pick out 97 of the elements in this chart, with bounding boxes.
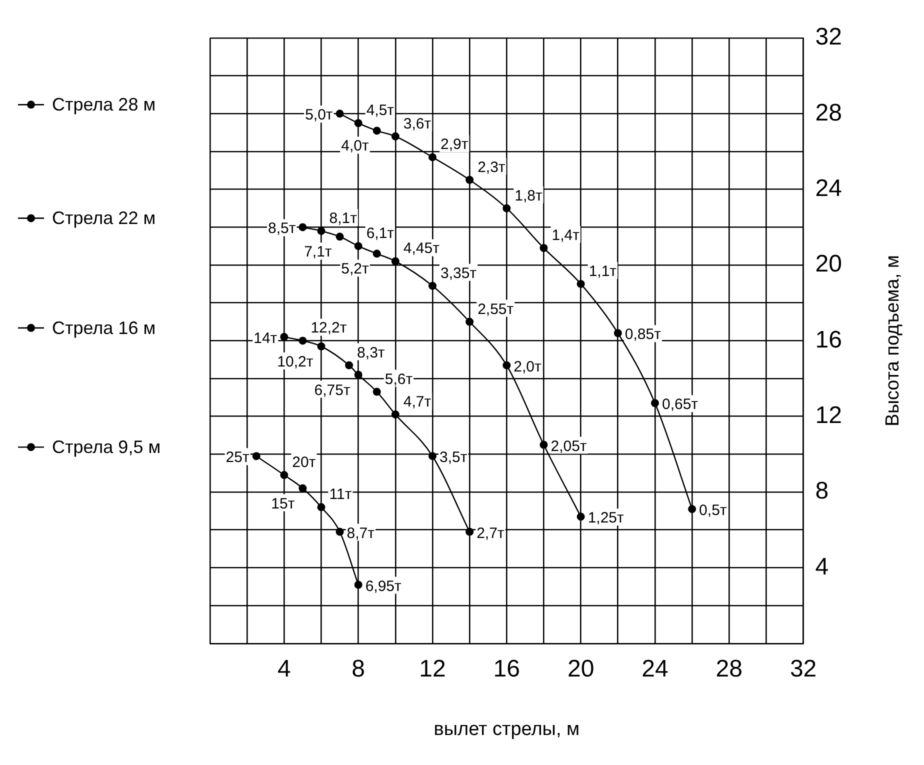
annotation: 1,25т <box>588 510 624 527</box>
point <box>428 452 436 460</box>
annotation: 5,2т <box>341 260 369 278</box>
y-tick-label: 16 <box>815 326 842 354</box>
annotation: 0,85т <box>624 326 662 344</box>
point <box>280 332 288 341</box>
annotation: 6,1т <box>366 225 394 242</box>
annotation: 10,2т <box>277 353 314 370</box>
point <box>252 452 260 460</box>
annotation: 1,4т <box>552 227 580 244</box>
point <box>354 242 362 250</box>
annotation: 2,05т <box>550 438 587 455</box>
annotation: 0,65т <box>662 396 698 414</box>
annotation: 3,6т <box>403 115 432 132</box>
point <box>502 204 511 212</box>
point <box>280 471 288 480</box>
legend-label: Стрела 28 м <box>52 94 156 115</box>
point <box>466 528 474 536</box>
annotation: 3,5т <box>439 449 468 466</box>
x-tick-label: 24 <box>642 655 668 682</box>
y-tick-label: 8 <box>815 478 829 505</box>
point <box>372 126 381 135</box>
point <box>466 176 474 184</box>
point <box>317 342 326 350</box>
point <box>345 361 354 370</box>
annotation: 12,2т <box>310 320 347 337</box>
point <box>576 512 585 521</box>
y-tick-label: 28 <box>815 99 842 126</box>
point <box>576 280 585 288</box>
y-tick-label: 4 <box>815 553 829 580</box>
point <box>372 250 381 258</box>
point <box>650 399 659 408</box>
point <box>298 336 307 345</box>
legend-label: Стрела 22 м <box>52 208 156 228</box>
annotation: 11т <box>329 486 352 504</box>
x-tick-label: 20 <box>567 655 594 682</box>
point <box>466 318 474 326</box>
annotation: 25т <box>226 449 250 466</box>
annotation: 3,35т <box>440 264 477 282</box>
annotation: 4,0т <box>341 138 369 155</box>
annotation: 6,95т <box>365 578 402 595</box>
point <box>336 528 344 536</box>
point <box>372 388 381 396</box>
y-tick-label: 32 <box>815 24 842 51</box>
annotation: 2,3т <box>478 158 506 176</box>
x-tick-label: 16 <box>493 655 520 682</box>
annotation: 6,75т <box>314 382 350 399</box>
legend-label: Стрела 16 м <box>52 318 156 338</box>
annotation: 5,6т <box>384 370 413 388</box>
annotation: 4,5т <box>366 102 394 120</box>
annotation: 8,5т <box>268 220 296 238</box>
point <box>298 484 307 492</box>
x-tick-label: 8 <box>352 655 366 682</box>
point <box>428 282 436 290</box>
annotation: 0,5т <box>699 502 727 520</box>
y-tick-label: 24 <box>815 174 842 202</box>
point <box>391 410 400 418</box>
annotation: 1,1т <box>588 262 617 280</box>
annotation: 1,8т <box>514 187 543 204</box>
annotation: 8,1т <box>329 210 358 227</box>
point <box>428 153 436 162</box>
point <box>614 329 622 338</box>
annotation: 8,3т <box>357 344 385 362</box>
point <box>317 226 326 235</box>
annotation: 7,1т <box>304 244 332 261</box>
annotation: 2,55т <box>478 300 514 318</box>
point <box>336 110 344 118</box>
annotation: 8,7т <box>346 524 375 542</box>
point <box>502 361 511 370</box>
x-tick-label: 12 <box>419 655 446 682</box>
point <box>540 244 548 252</box>
point <box>354 370 362 379</box>
y-tick-label: 20 <box>815 250 842 278</box>
point <box>540 440 548 449</box>
annotation: 15т <box>271 495 295 512</box>
x-axis-title: вылет стрелы, м <box>434 718 580 740</box>
point <box>688 505 696 514</box>
annotation: 20т <box>292 454 316 472</box>
legend-label: Стрела 9,5 м <box>52 437 161 458</box>
annotation: 4,45т <box>403 240 440 258</box>
point <box>336 232 344 241</box>
point <box>391 132 400 140</box>
point <box>354 119 362 128</box>
annotation: 2,0т <box>514 358 542 376</box>
annotation: 5,0т <box>305 106 333 124</box>
annotation: 14т <box>254 330 278 347</box>
annotation: 2,9т <box>440 136 468 154</box>
y-tick-label: 12 <box>815 402 842 429</box>
point <box>354 580 362 589</box>
annotation: 4,7т <box>403 393 432 410</box>
x-tick-label: 28 <box>716 655 742 682</box>
point <box>391 257 400 266</box>
x-tick-label: 4 <box>277 655 291 682</box>
y-axis-title: Высота подъема, м <box>882 255 904 426</box>
point <box>298 223 307 232</box>
annotation: 2,7т <box>476 524 504 542</box>
point <box>317 503 326 512</box>
